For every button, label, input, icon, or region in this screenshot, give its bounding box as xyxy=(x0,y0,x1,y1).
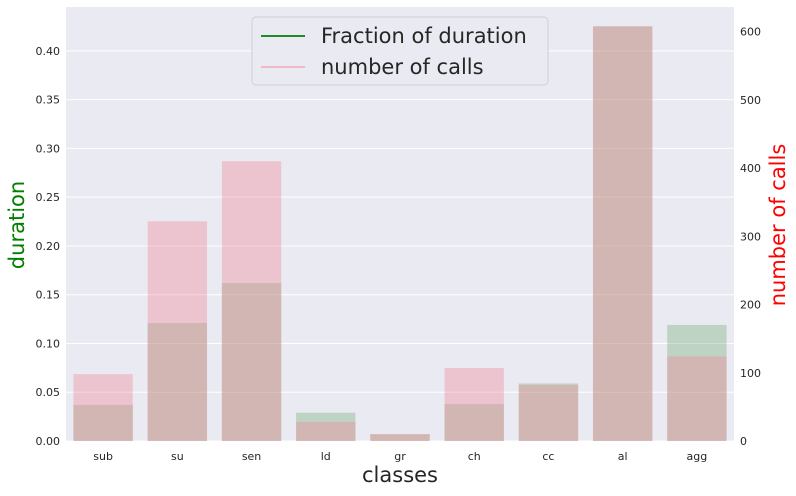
bar-calls-sub xyxy=(73,374,133,441)
bar-calls-cc xyxy=(518,385,579,441)
bar-calls-sen xyxy=(221,161,282,441)
bar-duration-sen xyxy=(221,283,282,441)
left-tick-label: 0.10 xyxy=(36,337,61,350)
x-tick-label: su xyxy=(171,450,184,463)
right-tick-label: 600 xyxy=(740,26,761,39)
grid-lines xyxy=(66,50,734,442)
left-tick-label: 0.40 xyxy=(36,45,61,58)
bar-duration-agg xyxy=(667,324,727,441)
left-tick-label: 0.35 xyxy=(36,94,61,107)
left-tick-label: 0.05 xyxy=(36,386,61,399)
legend-label-duration: Fraction of duration xyxy=(321,24,527,48)
x-axis-label: classes xyxy=(362,463,438,487)
x-tick-label: sen xyxy=(242,450,261,463)
bar-calls-ch xyxy=(444,367,504,441)
left-axis-ticks: 0.00 0.05 0.10 0.15 0.20 0.25 0.30 0.35 0.40 xyxy=(36,45,61,448)
x-tick-label: ch xyxy=(468,450,481,463)
left-tick-label: 0.20 xyxy=(36,240,61,253)
x-tick-label: gr xyxy=(394,450,406,463)
legend-box xyxy=(251,16,549,86)
right-tick-label: 500 xyxy=(740,94,761,107)
bar-calls-su xyxy=(147,221,208,441)
bar-calls-agg xyxy=(667,356,727,441)
left-tick-label: 0.15 xyxy=(36,289,61,302)
legend-label-calls: number of calls xyxy=(321,55,484,79)
bar-duration-al xyxy=(592,26,653,442)
x-tick-label: sub xyxy=(93,450,113,463)
x-axis-ticks: sub su sen ld gr ch cc al agg xyxy=(93,450,707,463)
left-tick-label: 0.00 xyxy=(36,435,61,448)
left-tick-label: 0.30 xyxy=(36,142,61,155)
left-tick-label: 0.25 xyxy=(36,191,61,204)
bar-duration-sub xyxy=(73,404,133,441)
x-tick-label: agg xyxy=(687,450,708,463)
bar-duration-ld xyxy=(296,412,356,441)
left-axis-label: duration xyxy=(5,181,29,269)
x-tick-label: cc xyxy=(542,450,554,463)
right-tick-label: 200 xyxy=(740,299,761,312)
x-tick-label: al xyxy=(618,450,628,463)
right-tick-label: 300 xyxy=(740,230,761,243)
bars xyxy=(73,26,727,442)
bar-calls-ld xyxy=(296,421,356,441)
right-tick-label: 0 xyxy=(740,435,747,448)
x-tick-label: ld xyxy=(321,450,331,463)
bar-duration-su xyxy=(147,322,208,441)
bar-duration-gr xyxy=(370,434,430,441)
right-tick-label: 400 xyxy=(740,162,761,175)
bar-calls-gr xyxy=(370,434,430,441)
bar-duration-ch xyxy=(444,403,504,441)
right-axis-ticks: 0 100 200 300 400 500 600 xyxy=(740,26,761,448)
bar-duration-cc xyxy=(518,383,579,441)
legend: Fraction of duration number of calls xyxy=(251,16,549,86)
right-tick-label: 100 xyxy=(740,367,761,380)
right-axis-label: number of calls xyxy=(766,144,790,307)
bar-calls-al xyxy=(592,26,653,441)
